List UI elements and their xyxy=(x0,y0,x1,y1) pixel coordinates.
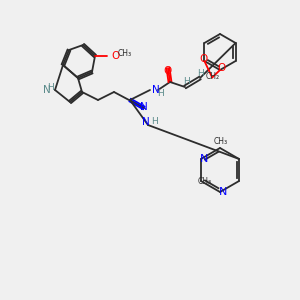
Text: H: H xyxy=(151,116,158,125)
Text: O: O xyxy=(164,66,172,76)
Text: O: O xyxy=(111,51,119,61)
Text: CH₃: CH₃ xyxy=(198,176,212,185)
Text: CH₂: CH₂ xyxy=(205,72,219,81)
Text: O: O xyxy=(217,63,225,73)
Text: H: H xyxy=(198,68,204,77)
Text: N: N xyxy=(200,154,208,164)
Text: H: H xyxy=(183,77,189,86)
Text: N: N xyxy=(219,187,227,197)
Text: N: N xyxy=(43,85,51,95)
Text: CH₃: CH₃ xyxy=(214,137,228,146)
Text: CH₃: CH₃ xyxy=(118,50,132,58)
Text: H: H xyxy=(48,83,54,92)
Text: O: O xyxy=(199,54,208,64)
Text: N: N xyxy=(142,117,150,127)
Text: N: N xyxy=(152,85,160,95)
Text: H: H xyxy=(157,88,164,98)
Text: N: N xyxy=(140,102,148,112)
